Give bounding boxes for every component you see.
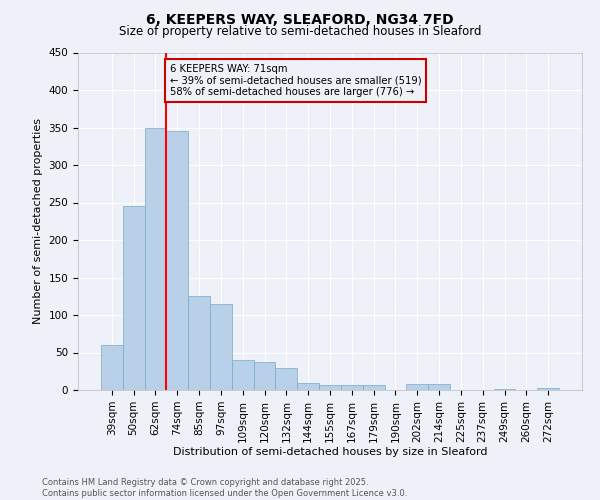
Bar	[494, 388, 515, 390]
X-axis label: Distribution of semi-detached houses by size in Sleaford: Distribution of semi-detached houses by …	[173, 448, 487, 458]
Bar	[297, 382, 319, 390]
Bar	[123, 206, 145, 390]
Bar	[537, 388, 559, 390]
Bar	[428, 384, 450, 390]
Bar	[406, 384, 428, 390]
Text: Size of property relative to semi-detached houses in Sleaford: Size of property relative to semi-detach…	[119, 25, 481, 38]
Text: 6 KEEPERS WAY: 71sqm
← 39% of semi-detached houses are smaller (519)
58% of semi: 6 KEEPERS WAY: 71sqm ← 39% of semi-detac…	[170, 64, 421, 97]
Bar	[232, 360, 254, 390]
Bar	[210, 304, 232, 390]
Bar	[363, 385, 385, 390]
Y-axis label: Number of semi-detached properties: Number of semi-detached properties	[33, 118, 43, 324]
Bar	[145, 128, 166, 390]
Bar	[319, 385, 341, 390]
Bar	[254, 362, 275, 390]
Bar	[101, 345, 123, 390]
Bar	[166, 131, 188, 390]
Bar	[275, 368, 297, 390]
Text: Contains HM Land Registry data © Crown copyright and database right 2025.
Contai: Contains HM Land Registry data © Crown c…	[42, 478, 407, 498]
Bar	[188, 296, 210, 390]
Text: 6, KEEPERS WAY, SLEAFORD, NG34 7FD: 6, KEEPERS WAY, SLEAFORD, NG34 7FD	[146, 12, 454, 26]
Bar	[341, 385, 363, 390]
